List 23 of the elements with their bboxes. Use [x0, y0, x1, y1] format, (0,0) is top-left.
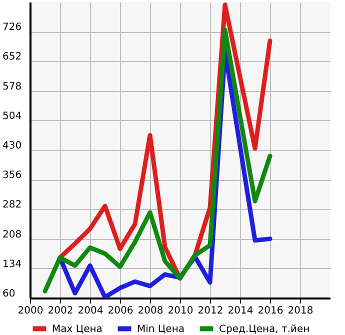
x-tick-label: 2018	[288, 306, 314, 316]
x-tick-label: 2008	[138, 306, 164, 316]
x-tick-label: 2012	[198, 306, 224, 316]
y-tick-label: 356	[2, 170, 22, 182]
y-tick-label: 60	[2, 288, 16, 300]
y-tick-label: 726	[2, 22, 22, 34]
y-tick-label: 282	[2, 200, 22, 211]
x-tick-label: 2002	[48, 306, 74, 316]
y-tick-label: 208	[2, 229, 22, 240]
x-tick-label: 2006	[108, 306, 134, 316]
legend-label: Сред.Цена, т.йен	[219, 324, 310, 335]
legend-label: Min Цена	[137, 324, 185, 335]
y-tick-label: 504	[2, 110, 22, 122]
x-tick-label: 2014	[228, 306, 254, 316]
x-tick-label: 2010	[168, 306, 194, 316]
legend-label: Max Цена	[52, 324, 102, 335]
y-tick-label: 134	[2, 258, 22, 270]
y-tick-label: 652	[2, 52, 22, 63]
y-tick-label: 430	[2, 140, 22, 152]
y-tick-label: 578	[2, 81, 22, 92]
x-tick-label: 2016	[258, 306, 284, 316]
x-tick-label: 2004	[78, 306, 104, 316]
x-tick-label: 2000	[18, 306, 44, 316]
